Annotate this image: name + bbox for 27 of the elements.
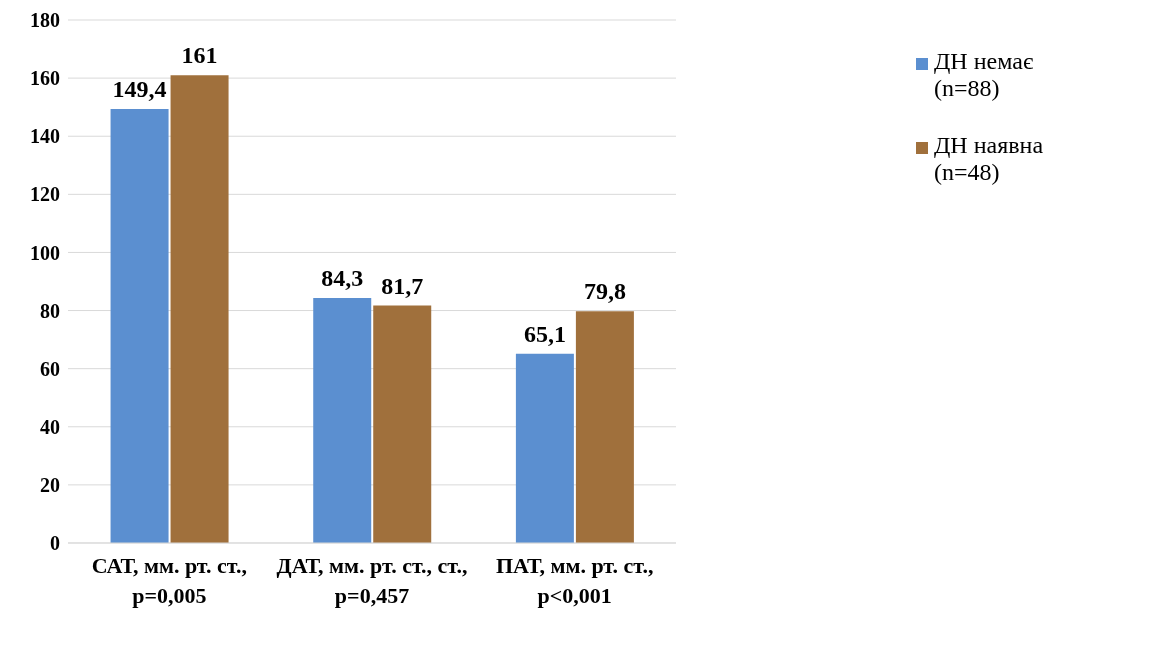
legend-label: ДН наявна (n=48) [934, 132, 1044, 186]
bar [575, 311, 634, 543]
y-tick-label: 0 [50, 532, 60, 555]
data-label: 84,3 [321, 265, 364, 292]
y-tick-label: 100 [30, 241, 60, 264]
x-tick-label: САТ, мм. рт. ст., p=0,005 [91, 553, 247, 608]
bar [313, 298, 372, 543]
data-label: 161 [181, 42, 218, 69]
legend-label: ДН немає (n=88) [934, 48, 1034, 102]
y-tick-label: 20 [40, 473, 60, 496]
y-tick-label: 180 [30, 9, 60, 32]
y-tick-label: 160 [30, 67, 60, 90]
bar [515, 353, 574, 543]
bar [373, 305, 432, 543]
y-tick-label: 60 [40, 357, 60, 380]
y-tick-label: 40 [40, 415, 60, 438]
bar [170, 75, 229, 543]
data-label: 79,8 [583, 278, 626, 305]
y-tick-label: 140 [30, 125, 60, 148]
data-label: 81,7 [381, 272, 424, 299]
x-tick-label: ДАТ, мм. рт. ст., ст., p=0,457 [276, 553, 468, 608]
x-tick-label: ПАТ, мм. рт. ст., p<0,001 [495, 553, 654, 608]
bar [110, 108, 169, 543]
y-tick-label: 120 [30, 183, 60, 206]
data-label: 65,1 [523, 320, 566, 347]
data-label: 149,4 [112, 75, 167, 102]
y-tick-label: 80 [40, 299, 60, 322]
